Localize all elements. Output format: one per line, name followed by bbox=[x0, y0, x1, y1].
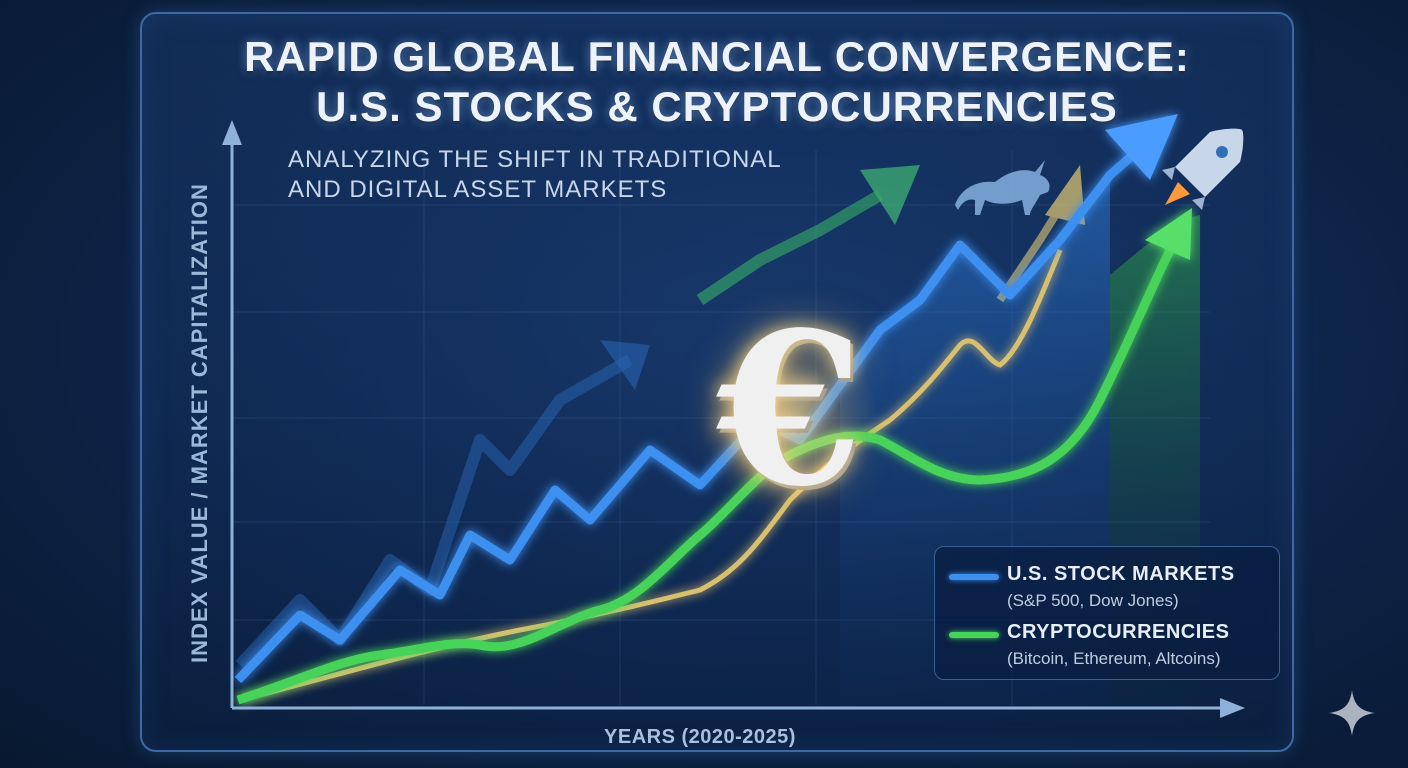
euro-glow bbox=[700, 330, 880, 510]
legend-sub-crypto: (Bitcoin, Ethereum, Altcoins) bbox=[1007, 649, 1221, 668]
chart-subtitle-line-2: AND DIGITAL ASSET MARKETS bbox=[288, 176, 668, 203]
chart-subtitle-line-1: ANALYZING THE SHIFT IN TRADITIONAL bbox=[288, 146, 782, 173]
euro-symbol-icon: € bbox=[716, 286, 864, 533]
bull-icon bbox=[955, 160, 1050, 215]
legend-swatch-stocks bbox=[949, 574, 999, 580]
rocket-icon bbox=[1162, 128, 1244, 210]
x-axis-arrow bbox=[1220, 698, 1245, 718]
legend: U.S. STOCK MARKETS (S&P 500, Dow Jones) … bbox=[934, 546, 1280, 680]
x-axis-label: YEARS (2020-2025) bbox=[604, 726, 796, 748]
legend-label-stocks: U.S. STOCK MARKETS bbox=[1007, 563, 1235, 585]
sparkle-icon bbox=[1329, 690, 1375, 736]
bg-green-arrow-head bbox=[860, 165, 920, 225]
crypto-arrow-head bbox=[1145, 208, 1192, 260]
bg-gold-arrow-head bbox=[1045, 165, 1085, 225]
stock-line bbox=[234, 136, 1153, 684]
legend-label-crypto: CRYPTOCURRENCIES bbox=[1007, 621, 1230, 643]
bg-green-arrow-line bbox=[696, 189, 884, 305]
y-axis-label: INDEX VALUE / MARKET CAPITALIZATION bbox=[187, 183, 212, 663]
chart-title-line-1: RAPID GLOBAL FINANCIAL CONVERGENCE: bbox=[244, 33, 1190, 80]
stock-arrow-head bbox=[1105, 114, 1178, 180]
bg-blue-arrow-head bbox=[600, 340, 650, 390]
legend-sub-stocks: (S&P 500, Dow Jones) bbox=[1007, 591, 1179, 610]
axes bbox=[222, 120, 1245, 718]
legend-swatch-crypto bbox=[949, 632, 999, 638]
chart-title-line-2: U.S. STOCKS & CRYPTOCURRENCIES bbox=[316, 83, 1118, 130]
y-axis-arrow bbox=[222, 120, 242, 145]
